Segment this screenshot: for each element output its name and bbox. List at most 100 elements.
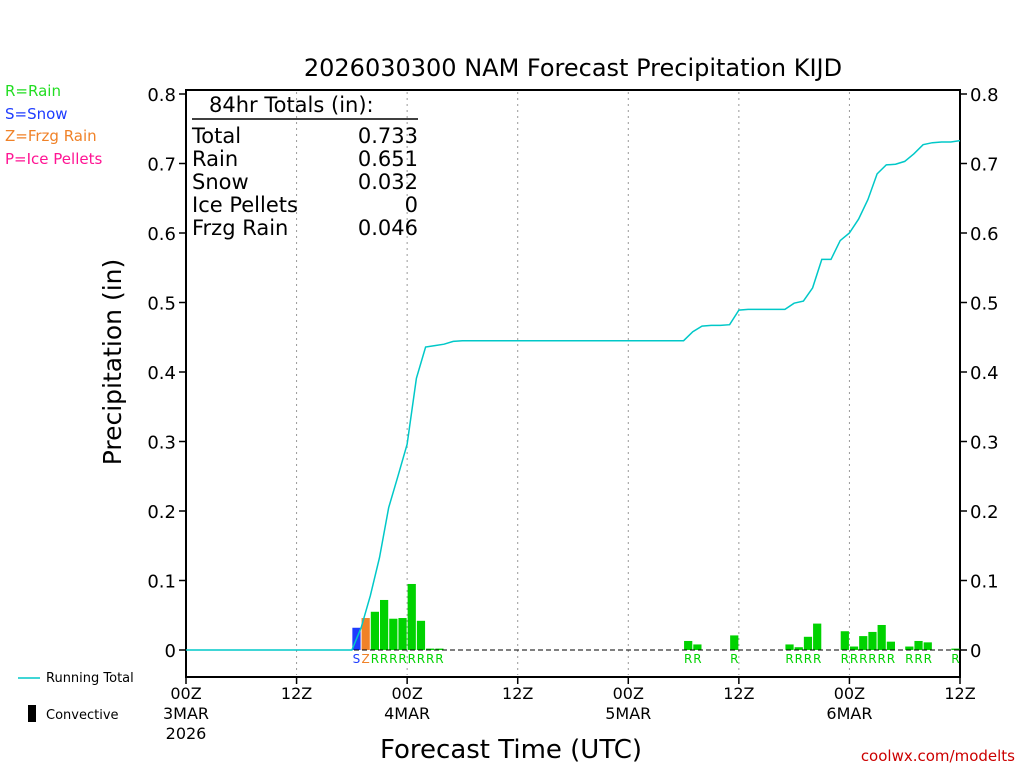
precip-type-label: R (804, 652, 812, 666)
precip-bar (877, 624, 886, 650)
y-tick-label-right: 0.4 (970, 363, 999, 384)
chart-title: 2026030300 NAM Forecast Precipitation KI… (304, 54, 842, 82)
y-tick-label-left: 0.2 (147, 502, 176, 523)
totals-row-value: 0.733 (358, 124, 418, 148)
y-tick-label-right: 0 (970, 641, 981, 662)
x-tick-label: 2026 (166, 724, 207, 743)
precip-type-label: R (924, 652, 932, 666)
precip-type-label: S (353, 652, 361, 666)
x-tick-label: 6MAR (826, 704, 872, 723)
precip-type-label: R (878, 652, 886, 666)
running-total-line (186, 139, 961, 651)
precip-bar (693, 644, 702, 650)
precip-type-label: R (850, 652, 858, 666)
y-tick-label-right: 0.8 (970, 85, 999, 106)
precip-type-label: R (914, 652, 922, 666)
totals-row-value: 0.651 (358, 147, 418, 171)
precip-type-label: R (785, 652, 793, 666)
x-tick-label: 00Z (391, 684, 422, 703)
precip-type-label: R (380, 652, 388, 666)
precip-bar (785, 644, 794, 650)
y-tick-label-left: 0 (165, 641, 176, 662)
precip-bar (684, 640, 693, 650)
precip-bar (813, 623, 822, 650)
legend-ice-pellets: P=Ice Pellets (5, 150, 102, 168)
y-tick-label-right: 0.5 (970, 294, 999, 315)
plot-frame (185, 89, 961, 678)
precip-type-label: R (684, 652, 692, 666)
totals-header: 84hr Totals (in): (209, 93, 374, 117)
precip-type-label: R (398, 652, 406, 666)
x-tick-label: 12Z (502, 684, 533, 703)
x-tick-label: 12Z (944, 684, 975, 703)
legend-rain: R=Rain (5, 82, 61, 100)
y-tick-label-left: 0.7 (147, 155, 176, 176)
precip-type-label: R (435, 652, 443, 666)
precip-bar (730, 635, 739, 650)
precip-bar (435, 648, 444, 650)
precip-bar (407, 583, 416, 650)
precip-type-label: R (693, 652, 701, 666)
precip-bar (840, 631, 849, 650)
convective-legend-label: Convective (46, 708, 119, 723)
precip-type-label: R (795, 652, 803, 666)
x-tick-label: 3MAR (163, 704, 209, 723)
precip-type-label: R (859, 652, 867, 666)
precip-type-label: R (389, 652, 397, 666)
y-tick-label-left: 0.3 (147, 433, 176, 454)
totals-box: 84hr Totals (in): Total 0.733 Rain 0.651 Sno… (191, 93, 418, 240)
y-axis-label: Precipitation (in) (98, 259, 127, 466)
y-tick-label-left: 0.4 (147, 363, 176, 384)
x-tick-label: 4MAR (384, 704, 430, 723)
x-axis-label: Forecast Time (UTC) (380, 735, 642, 765)
precip-bar (803, 636, 813, 650)
precip-type-label: R (841, 652, 849, 666)
y-tick-label-right: 0.2 (970, 502, 999, 523)
totals-row-value: 0.046 (358, 216, 418, 240)
totals-row-label: Total (191, 124, 241, 148)
y-tick-label-left: 0.8 (147, 85, 176, 106)
totals-row-label: Ice Pellets (192, 193, 298, 217)
precip-bar (370, 611, 379, 650)
totals-row-value: 0.032 (358, 170, 418, 194)
y-tick-label-right: 0.3 (970, 433, 999, 454)
precip-type-label: R (868, 652, 876, 666)
precip-bar (361, 618, 370, 650)
y-tick-label-left: 0.6 (147, 224, 176, 245)
totals-row-label: Frzg Rain (192, 216, 288, 240)
y-tick-label-right: 0.6 (970, 224, 999, 245)
precip-type-label: R (887, 652, 895, 666)
convective-legend-swatch (28, 705, 36, 722)
precip-type-label: R (408, 652, 416, 666)
x-tick-label: 00Z (834, 684, 865, 703)
precip-bar (914, 640, 923, 650)
y-tick-label-right: 0.7 (970, 155, 999, 176)
precip-bar (416, 620, 426, 650)
credit-text: coolwx.com/modelts (861, 747, 1015, 765)
totals-row-label: Snow (192, 170, 249, 194)
legend-frzg-rain: Z=Frzg Rain (5, 127, 97, 145)
totals-row-label: Rain (192, 147, 238, 171)
y-tick-label-left: 0.1 (147, 572, 176, 593)
precip-bar (859, 636, 868, 650)
precip-type-label: R (426, 652, 434, 666)
legend-snow: S=Snow (5, 105, 68, 123)
precip-bar (380, 599, 389, 650)
precip-bar (886, 641, 895, 650)
y-tick-label-left: 0.5 (147, 294, 176, 315)
x-tick-label: 12Z (723, 684, 754, 703)
precip-bar (905, 646, 914, 650)
precip-bar (923, 642, 932, 650)
precip-bar (389, 618, 398, 650)
precip-type-label: Z (362, 652, 370, 666)
totals-row-value: 0 (405, 193, 418, 217)
precip-bar (868, 631, 877, 650)
precip-type-label: R (730, 652, 738, 666)
x-tick-label: 00Z (613, 684, 644, 703)
precip-type-label: R (417, 652, 425, 666)
precip-bar (398, 618, 407, 650)
precip-type-label: R (371, 652, 379, 666)
precip-bar (794, 647, 803, 650)
x-tick-label: 00Z (170, 684, 201, 703)
